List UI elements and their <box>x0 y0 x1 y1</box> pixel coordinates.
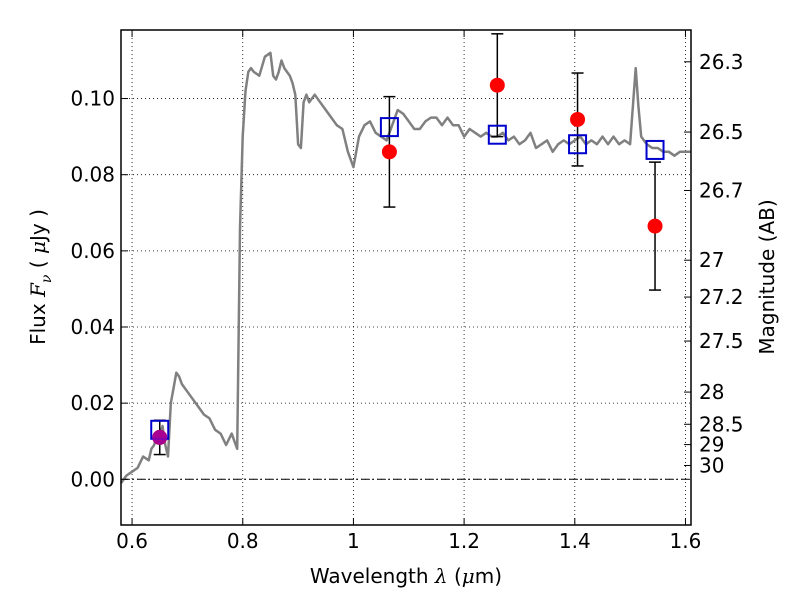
model-spectrum-layer <box>119 51 691 484</box>
y-axis-label: Flux Fν ( μJy ) <box>26 209 55 345</box>
y2-tick-label: 27.2 <box>699 285 744 309</box>
observed-point <box>647 218 663 234</box>
x-axis-label: Wavelength λ (μm) <box>310 564 502 588</box>
y-tick-label: 0.02 <box>70 391 115 415</box>
x-tick-label: 1.2 <box>448 529 480 553</box>
y2-tick-label: 26.7 <box>699 178 744 202</box>
errorbar-layer <box>153 33 662 456</box>
model-band-square <box>487 124 507 145</box>
plot-frame <box>120 29 692 526</box>
model-band-layer <box>150 117 665 445</box>
model-band-square <box>645 139 665 160</box>
x-tick-label: 1.4 <box>559 529 591 553</box>
y2-tick-label: 29 <box>699 433 724 457</box>
model-spectrum-line <box>119 51 691 484</box>
y2-tick-label: 28 <box>699 380 724 404</box>
grid <box>121 30 691 525</box>
y-tick-label: 0.00 <box>70 467 115 491</box>
model-band-square <box>379 117 399 138</box>
y-tick-label: 0.10 <box>70 87 115 111</box>
x-tick-label: 1.6 <box>670 529 702 553</box>
y2-tick-label: 27.5 <box>699 329 744 353</box>
y2-tick-label: 26.5 <box>699 120 744 144</box>
observed-point-overlap <box>152 429 168 445</box>
x-tick-label: 1 <box>347 529 360 553</box>
y2-axis-label: Magnitude (AB) <box>755 199 779 354</box>
y-tick-label: 0.06 <box>70 239 115 263</box>
y-tick-label: 0.04 <box>70 315 115 339</box>
observed-point <box>381 144 397 160</box>
y2-tick-label: 28.5 <box>699 412 744 436</box>
model-band-square <box>568 134 588 155</box>
observed-points-layer <box>152 77 663 445</box>
x-tick-label: 0.8 <box>227 529 259 553</box>
x-tick-label: 0.6 <box>116 529 148 553</box>
y-tick-label: 0.08 <box>70 163 115 187</box>
tick-layer: 0.6 0.8 1 1.2 1.4 1.6 0.00 0.02 0.04 0.06 0.08 0.10… <box>70 30 744 553</box>
observed-point <box>570 111 586 127</box>
y2-tick-label: 26.3 <box>699 50 744 74</box>
y2-tick-label: 27 <box>699 248 724 272</box>
observed-point <box>489 77 505 93</box>
y2-tick-label: 30 <box>699 453 724 477</box>
